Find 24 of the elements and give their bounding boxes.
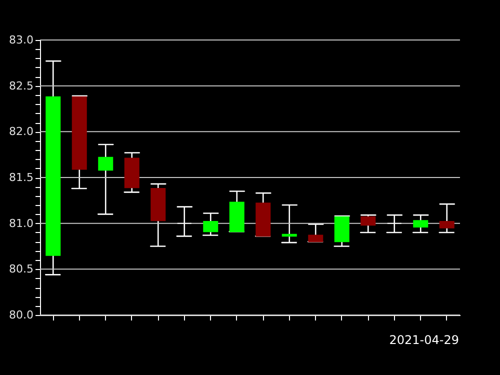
y-tick-label: 80.5 bbox=[9, 262, 34, 276]
y-tick-label: 82.5 bbox=[9, 79, 34, 92]
y-tick-label: 81.0 bbox=[9, 216, 34, 230]
text: 2021-04-29 bbox=[389, 333, 459, 347]
candlestick bbox=[71, 95, 88, 190]
candlestick bbox=[438, 203, 456, 234]
y-tick-label: 81.5 bbox=[9, 171, 34, 184]
y-tick-label: 82.0 bbox=[9, 125, 34, 138]
candlestick bbox=[386, 214, 403, 234]
candlestick bbox=[334, 215, 350, 247]
candlestick bbox=[97, 144, 114, 215]
candlestick bbox=[150, 183, 166, 247]
candlestick bbox=[281, 204, 298, 244]
candlestick bbox=[412, 214, 429, 234]
candlestick bbox=[202, 212, 219, 236]
candlestick bbox=[228, 190, 246, 232]
y-tick-label: 80.0 bbox=[9, 308, 34, 322]
candlestick bbox=[254, 192, 272, 237]
candlestick bbox=[360, 214, 376, 234]
candlestick bbox=[44, 60, 62, 276]
candlestick bbox=[307, 224, 324, 242]
candlestick bbox=[176, 206, 193, 237]
y-tick-label: 83.0 bbox=[9, 34, 34, 46]
candlestick bbox=[124, 152, 140, 193]
